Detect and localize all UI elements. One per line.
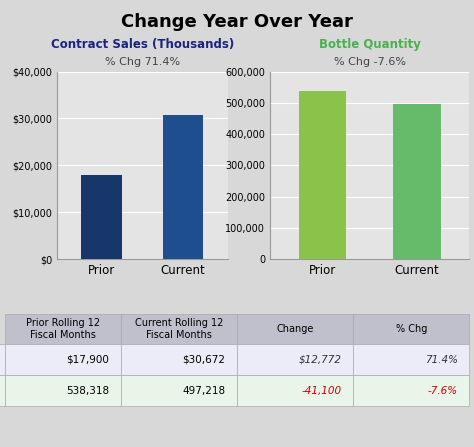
Bar <box>393 104 441 259</box>
Text: Contract Sales (Thousands): Contract Sales (Thousands) <box>51 38 234 51</box>
Text: % Chg -7.6%: % Chg -7.6% <box>334 57 406 67</box>
Bar <box>81 175 122 259</box>
Text: Change Year Over Year: Change Year Over Year <box>121 13 353 31</box>
Text: Bottle Quantity: Bottle Quantity <box>319 38 420 51</box>
Text: % Chg 71.4%: % Chg 71.4% <box>105 57 180 67</box>
Bar <box>299 91 346 259</box>
Bar <box>163 115 203 259</box>
